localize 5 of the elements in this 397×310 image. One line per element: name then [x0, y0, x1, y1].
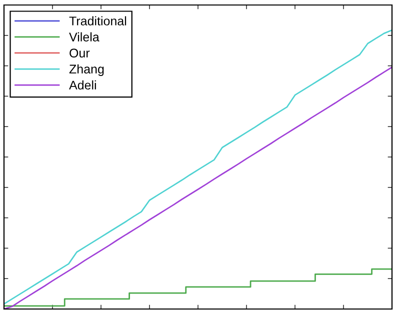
legend-label: Our	[70, 48, 90, 58]
legend-label: Traditional	[69, 16, 126, 26]
legend-label: Vilela	[69, 32, 100, 42]
legend-label: Zhang	[69, 64, 104, 76]
legend-label: Adeli	[69, 80, 96, 90]
